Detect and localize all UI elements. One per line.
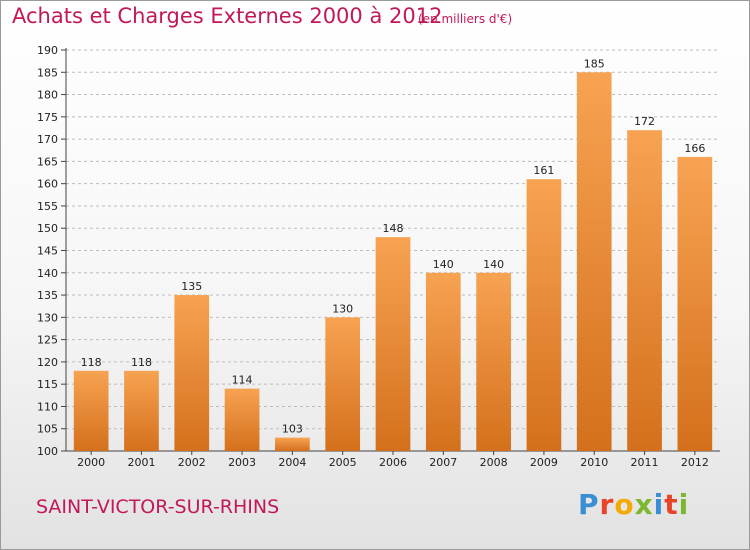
bar-value-label: 185 bbox=[584, 57, 605, 70]
y-tick-label: 170 bbox=[37, 133, 58, 146]
x-tick-label: 2000 bbox=[77, 456, 105, 469]
x-tick-label: 2011 bbox=[631, 456, 659, 469]
bar bbox=[425, 272, 461, 451]
bar-value-label: 130 bbox=[332, 302, 353, 315]
bar bbox=[476, 272, 511, 451]
bar-value-label: 114 bbox=[232, 374, 253, 387]
logo-letter: i bbox=[678, 488, 690, 521]
logo-letter: r bbox=[599, 488, 615, 521]
y-tick-label: 100 bbox=[37, 445, 58, 458]
y-tick-label: 165 bbox=[37, 155, 58, 168]
y-tick-label: 110 bbox=[37, 400, 58, 413]
x-tick-label: 2007 bbox=[429, 456, 457, 469]
x-tick-label: 2010 bbox=[580, 456, 608, 469]
bar bbox=[73, 370, 109, 451]
y-tick-label: 135 bbox=[37, 289, 58, 302]
proxiti-logo[interactable]: Proxiti bbox=[578, 488, 689, 521]
bar-value-label: 140 bbox=[433, 258, 454, 271]
bar-value-label: 103 bbox=[282, 423, 303, 436]
y-tick-label: 175 bbox=[37, 111, 58, 124]
x-tick-label: 2009 bbox=[530, 456, 558, 469]
bar-value-label: 166 bbox=[684, 142, 705, 155]
y-tick-label: 140 bbox=[37, 267, 58, 280]
y-tick-label: 120 bbox=[37, 356, 58, 369]
y-tick-label: 115 bbox=[37, 378, 58, 391]
x-tick-label: 2008 bbox=[480, 456, 508, 469]
y-tick-label: 105 bbox=[37, 423, 58, 436]
commune-name: SAINT-VICTOR-SUR-RHINS bbox=[36, 496, 280, 518]
x-tick-label: 2004 bbox=[278, 456, 306, 469]
chart-subtitle: (en milliers d'€) bbox=[418, 12, 513, 26]
y-tick-label: 180 bbox=[37, 89, 58, 102]
logo-letter: i bbox=[653, 488, 665, 521]
bar-value-label: 135 bbox=[181, 280, 202, 293]
bar-value-label: 148 bbox=[383, 222, 404, 235]
x-tick-label: 2002 bbox=[178, 456, 206, 469]
x-tick-label: 2005 bbox=[329, 456, 357, 469]
logo-letter: t bbox=[664, 488, 679, 521]
bar bbox=[224, 388, 260, 451]
y-tick-label: 145 bbox=[37, 245, 58, 258]
logo-letter: P bbox=[578, 488, 600, 521]
y-tick-labels: 100 105 110 115 120 125 130 135 140 145 150 155 160 1… bbox=[37, 44, 58, 458]
chart-title: Achats et Charges Externes 2000 à 2012 bbox=[12, 4, 443, 28]
x-tick-label: 2003 bbox=[228, 456, 256, 469]
bar bbox=[174, 295, 210, 451]
bar bbox=[627, 130, 662, 451]
y-tick-label: 155 bbox=[37, 200, 58, 213]
bar-value-label: 172 bbox=[634, 115, 655, 128]
bar-value-label: 118 bbox=[81, 356, 102, 369]
bar bbox=[325, 317, 361, 451]
logo-letter: x bbox=[634, 488, 654, 521]
bar bbox=[677, 156, 713, 451]
bar-value-label: 161 bbox=[533, 164, 554, 177]
bar-value-labels: 118 118 135 114 103 130 148 140 140 161 185 172 166 bbox=[81, 57, 706, 435]
x-tick-labels: 2000 2001 2002 2003 2004 2005 2006 2007 2008 2009… bbox=[77, 456, 709, 469]
bars bbox=[73, 72, 713, 452]
x-tick-label: 2006 bbox=[379, 456, 407, 469]
y-tick-label: 190 bbox=[37, 44, 58, 57]
bar-value-label: 118 bbox=[131, 356, 152, 369]
y-tick-label: 150 bbox=[37, 222, 58, 235]
x-tick-label: 2012 bbox=[681, 456, 709, 469]
bar bbox=[124, 370, 159, 451]
y-tick-label: 130 bbox=[37, 311, 58, 324]
bar bbox=[375, 237, 411, 451]
bar-value-label: 140 bbox=[483, 258, 504, 271]
bar bbox=[526, 179, 562, 451]
logo-letter: o bbox=[614, 488, 635, 521]
bar bbox=[275, 437, 310, 451]
y-tick-label: 125 bbox=[37, 334, 58, 347]
x-tick-label: 2001 bbox=[127, 456, 155, 469]
y-tick-label: 160 bbox=[37, 178, 58, 191]
y-tick-label: 185 bbox=[37, 66, 58, 79]
bar bbox=[576, 72, 612, 452]
